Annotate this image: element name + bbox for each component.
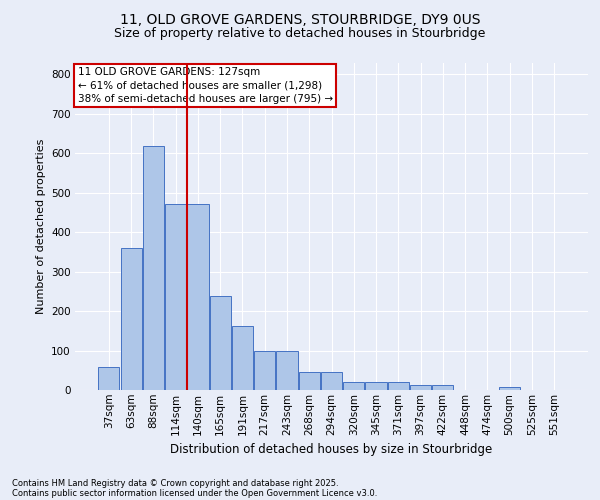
Bar [277,350,298,390]
Bar [187,204,209,390]
Text: Size of property relative to detached houses in Stourbridge: Size of property relative to detached ho… [115,28,485,40]
Bar [410,385,431,390]
Bar [321,372,342,390]
Bar [432,385,454,390]
Text: 11 OLD GROVE GARDENS: 127sqm
← 61% of detached houses are smaller (1,298)
38% of: 11 OLD GROVE GARDENS: 127sqm ← 61% of de… [77,68,332,104]
Bar [388,382,409,390]
Bar [121,248,142,390]
Text: Contains HM Land Registry data © Crown copyright and database right 2025.: Contains HM Land Registry data © Crown c… [12,478,338,488]
Bar [299,372,320,390]
Bar [365,382,386,390]
Bar [143,146,164,390]
Text: Contains public sector information licensed under the Open Government Licence v3: Contains public sector information licen… [12,488,377,498]
Bar [343,382,364,390]
Bar [254,350,275,390]
Text: 11, OLD GROVE GARDENS, STOURBRIDGE, DY9 0US: 11, OLD GROVE GARDENS, STOURBRIDGE, DY9 … [120,12,480,26]
Bar [232,326,253,390]
Bar [209,296,231,390]
Y-axis label: Number of detached properties: Number of detached properties [35,138,46,314]
Bar [98,367,119,390]
Bar [499,387,520,390]
Bar [165,204,186,390]
X-axis label: Distribution of detached houses by size in Stourbridge: Distribution of detached houses by size … [170,443,493,456]
